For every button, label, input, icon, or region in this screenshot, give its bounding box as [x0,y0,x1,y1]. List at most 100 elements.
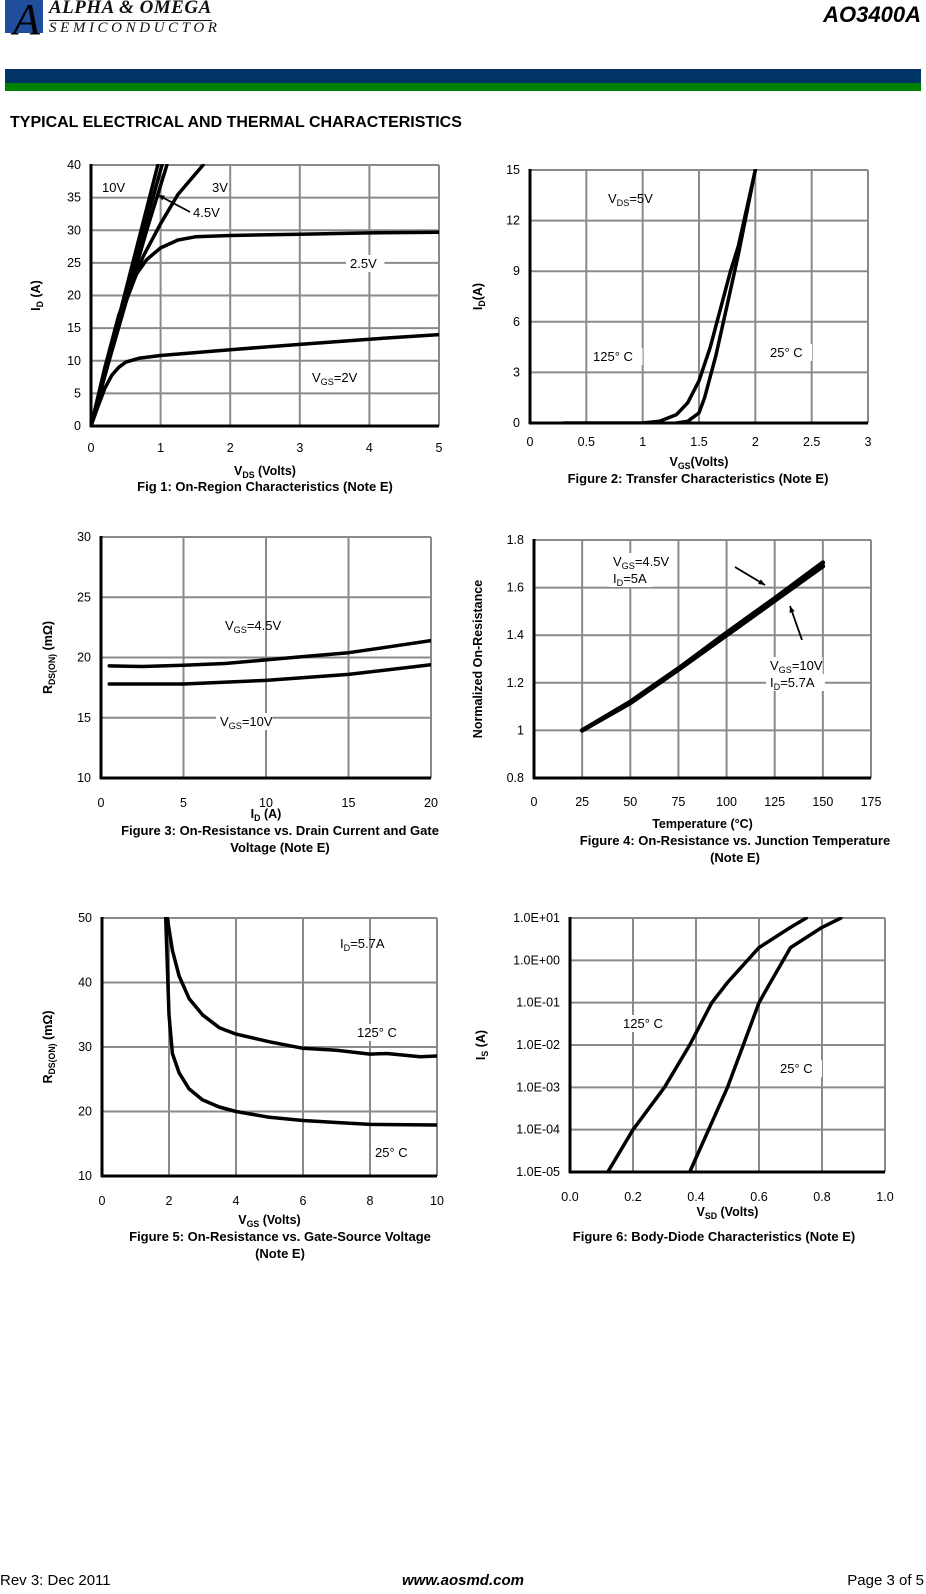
x-tick-label: 50 [623,795,637,809]
x-axis-label-subscript: SD [705,1211,717,1221]
x-tick-label: 175 [861,795,882,809]
x-axis-label-suffix: (Volts) [255,464,296,478]
x-axis-label-text: V [238,1213,247,1227]
annotation-label: 25° C [770,345,803,360]
series-line-2 [163,917,437,1127]
annotation-label-text: I [613,571,617,586]
y-tick-label: 1.0E-02 [516,1038,560,1052]
arrow-head-icon [158,195,165,201]
series-line-1 [606,917,809,1173]
footer-website[interactable]: www.aosmd.com [402,1572,524,1589]
annotation-label: 125° C [357,1025,397,1040]
brand-subtitle: SEMICONDUCTOR [49,20,221,36]
x-axis-label-suffix: (Volts) [717,1205,758,1219]
annotation-label: 25° C [780,1061,813,1076]
y-tick-label: 40 [67,158,81,172]
x-tick-label: 4 [233,1194,240,1208]
x-tick-label: 1.5 [690,435,707,449]
annotation-label-text: 125° C [623,1016,663,1031]
y-tick-label: 20 [77,651,91,665]
x-tick-label: 1 [639,435,646,449]
annotation-label: ID=5A [613,571,647,588]
annotation-label: VGS=10V [220,714,273,731]
x-tick-label: 20 [424,796,438,810]
annotation-label: 25° C [375,1145,408,1160]
y-tick-label: 3 [513,365,520,379]
annotation-label-text: 25° C [375,1145,408,1160]
figure-caption: (Note E) [255,1246,305,1261]
series-line-1 [562,169,758,424]
logo-glyph: A [13,0,40,44]
x-tick-label: 4 [366,441,373,455]
y-tick-label: 20 [78,1105,92,1119]
annotation-label-suffix: =4.5V [635,554,670,569]
annotation-label-suffix: =5V [629,191,653,206]
y-axis-label-text: I [29,307,43,310]
y-axis-label: IS (A) [474,1030,490,1060]
x-tick-label: 8 [367,1194,374,1208]
annotation-background [346,255,385,272]
annotation-label-text: 25° C [780,1061,813,1076]
annotation-background [371,1144,417,1161]
annotation-label-text: I [340,936,344,951]
y-tick-label: 1.4 [507,628,524,642]
annotation-label-suffix: =4.5V [247,618,282,633]
x-axis-label: VDS (Volts) [234,464,296,480]
x-tick-label: 2 [752,435,759,449]
x-axis-label: VGS(Volts) [670,455,729,471]
x-axis-label-suffix: (Volts) [691,455,729,469]
y-axis-label-suffix: (A) [471,283,485,300]
x-axis-label: VGS (Volts) [238,1213,300,1229]
annotation-label: 4.5V [193,205,220,220]
annotation-background [216,713,273,730]
chart-5: 0 2 4 6 8 10 10 20 30 40 50 ID=5.7A 125° C 25° C VGS (… [41,911,444,1261]
annotation-label-text: 2.5V [350,256,377,271]
x-axis-label-text: V [670,455,679,469]
x-tick-label: 10 [430,1194,444,1208]
chart-6: 0.0 0.2 0.4 0.6 0.8 1.0 1.0E-05 1.0E-04 1.0E-03 1… [474,911,894,1244]
annotation-label-text: V [613,554,622,569]
series-line-2 [579,563,826,733]
annotation-label-text: 125° C [593,349,633,364]
figure-caption: Figure 5: On-Resistance vs. Gate-Source … [129,1229,431,1244]
x-tick-label: 6 [300,1194,307,1208]
x-tick-label: 0.2 [624,1190,641,1204]
x-tick-label: 0.6 [750,1190,767,1204]
x-tick-label: 25 [575,795,589,809]
annotation-label: VGS=2V [312,370,358,387]
y-tick-label: 1.0E+00 [513,953,560,967]
annotation-label: VGS=4.5V [225,618,281,635]
annotation-label-suffix: =5A [623,571,647,586]
x-axis-label-suffix: (A) [260,807,281,821]
annotation-label-text: V [225,618,234,633]
annotation-label-suffix: =2V [334,370,358,385]
annotation-label-subscript: GS [229,721,242,731]
annotation-label-text: 10V [102,180,125,195]
figure-caption: Figure 6: Body-Diode Characteristics (No… [573,1229,855,1244]
x-axis-label-text: Temperature (°C) [652,817,753,831]
y-tick-label: 15 [77,711,91,725]
header-bar-blue [5,69,921,83]
annotation-label-subscript: GS [779,665,792,675]
y-tick-label: 40 [78,976,92,990]
x-tick-label: 0.0 [561,1190,578,1204]
y-axis-label: ID(A) [471,283,487,310]
annotation-label-subscript: DS [617,198,630,208]
annotation-label-subscript: D [617,578,624,588]
y-tick-label: 1 [517,723,524,737]
y-axis-label-subscript: DS(ON) [47,654,57,685]
y-tick-label: 0 [74,419,81,433]
x-tick-label: 3 [296,441,303,455]
y-tick-label: 6 [513,315,520,329]
annotation-background [353,1024,407,1041]
annotation-background [619,1015,673,1032]
x-axis-label: ID (A) [251,807,282,823]
x-axis-label-subscript: GS [247,1219,260,1229]
y-axis-label-subscript: D [477,300,487,306]
x-tick-label: 0.8 [813,1190,830,1204]
y-tick-label: 1.0E-03 [516,1080,560,1094]
annotation-label-text: 4.5V [193,205,220,220]
annotation-label: 10V [102,180,125,195]
